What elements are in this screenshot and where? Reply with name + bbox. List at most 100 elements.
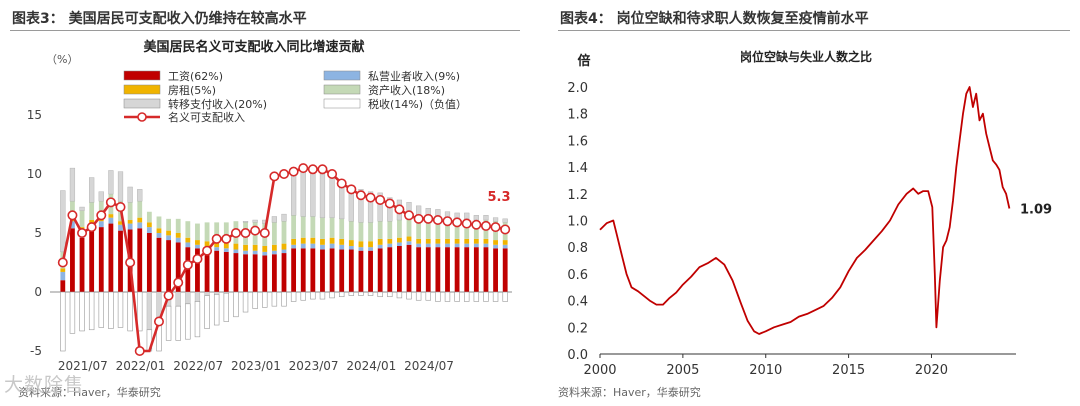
bar-segment	[233, 249, 239, 254]
bar-segment	[271, 250, 277, 255]
bar-segment	[195, 240, 200, 245]
bar-segment	[214, 222, 220, 242]
bar-segment	[310, 216, 316, 238]
bar-segment	[195, 223, 200, 241]
bar-segment	[300, 243, 306, 249]
bar-segment	[464, 212, 470, 220]
line-point	[365, 192, 376, 203]
bar-segment	[368, 247, 373, 251]
bar-segment	[214, 291, 220, 295]
bar-segment	[281, 253, 287, 292]
line-point	[77, 228, 88, 239]
bar-segment-tax	[223, 292, 230, 322]
line-point	[163, 290, 174, 301]
bar-segment	[454, 247, 460, 292]
bar-segment	[329, 248, 335, 292]
bar-segment	[223, 222, 229, 243]
legend-label: 名义可支配收入	[168, 110, 245, 124]
bar-segment	[310, 243, 316, 249]
bar-segment	[483, 243, 489, 248]
figure-4-divider	[558, 30, 1070, 31]
bar-segment	[137, 222, 143, 229]
bar-segment	[262, 251, 268, 256]
legend-swatch	[123, 98, 161, 109]
bar-segment	[483, 247, 489, 292]
bar-segment	[185, 291, 191, 305]
bar-segment	[473, 247, 479, 292]
bar-segment	[252, 219, 258, 223]
line-point	[67, 210, 78, 221]
legend-label: 转移支付收入(20%)	[168, 97, 267, 111]
bar-segment	[493, 244, 498, 249]
bar-segment	[348, 245, 354, 250]
bar-segment	[368, 241, 373, 248]
chart-title: 美国居民名义可支配收入同比增速贡献	[143, 39, 364, 55]
bar-segment-tax	[290, 291, 297, 302]
bar-segment	[271, 222, 277, 245]
bar-segment	[185, 242, 191, 248]
bar-segment	[146, 211, 152, 223]
bar-segment	[329, 176, 335, 218]
bar-segment	[291, 244, 297, 249]
bar-segment	[397, 242, 402, 246]
bar-segment-tax	[483, 291, 489, 302]
bar-segment	[223, 248, 229, 252]
figure-4-panel: 图表4： 岗位空缺和待求职人数恢复至疫情前水平 岗位空缺与失业人数之比 倍 0.0 0…	[548, 0, 1080, 406]
bar-segment	[377, 192, 383, 222]
bar-segment	[166, 235, 171, 241]
bar-segment-tax	[98, 291, 104, 328]
bar-segment	[243, 244, 248, 251]
bar-segment-tax	[204, 295, 210, 329]
bar-segment	[214, 250, 220, 292]
bar-segment	[483, 238, 489, 244]
bar-segment	[348, 221, 354, 241]
bar-segment	[108, 170, 114, 195]
line-point	[221, 233, 232, 244]
line-point	[442, 216, 453, 227]
bar-segment	[175, 237, 181, 243]
bar-segment	[473, 215, 479, 221]
legend-label: 房租(5%)	[168, 84, 216, 97]
bar-segment	[339, 244, 345, 250]
bar-segment	[464, 218, 470, 239]
bar-segment-tax	[194, 301, 201, 338]
bar-segment	[397, 220, 402, 238]
x-tick-label: 2020	[915, 363, 948, 378]
bar-segment-tax	[69, 291, 76, 334]
line-point	[153, 316, 164, 327]
bar-segment	[204, 222, 210, 242]
bar-segment	[406, 218, 412, 237]
bar-segment	[435, 243, 441, 248]
bar-segment	[204, 241, 210, 248]
x-tick-label: 2021/07	[58, 359, 108, 373]
bar-segment	[281, 249, 287, 254]
bar-segment	[425, 247, 431, 292]
bar-segment	[146, 227, 152, 233]
bar-segment	[271, 254, 277, 292]
bar-segment-tax	[358, 291, 364, 296]
bar-segment	[445, 247, 450, 292]
bar-segment	[310, 237, 316, 244]
y-tick-label: 1.2	[567, 188, 588, 203]
bar-segment	[79, 210, 85, 228]
bar-segment	[108, 214, 114, 218]
legend-label: 私营业者收入(9%)	[368, 69, 460, 83]
line-point	[182, 259, 193, 270]
x-tick-label: 2010	[749, 363, 782, 378]
bar-segment	[377, 221, 383, 239]
line-point	[298, 163, 309, 174]
line-point	[250, 225, 261, 236]
bar-segment	[348, 249, 354, 292]
bar-segment	[127, 220, 133, 224]
bar-segment	[146, 222, 152, 228]
line-point	[57, 257, 68, 268]
bar-segment-tax	[406, 291, 412, 300]
bar-segment	[281, 213, 287, 222]
bar-segment	[118, 224, 123, 231]
line-point	[500, 224, 511, 235]
bar-segment-tax	[185, 303, 191, 340]
line-point	[211, 233, 222, 244]
y-tick-label: 1.0	[567, 215, 588, 230]
bar-segment	[195, 248, 200, 292]
bar-segment	[377, 244, 383, 249]
